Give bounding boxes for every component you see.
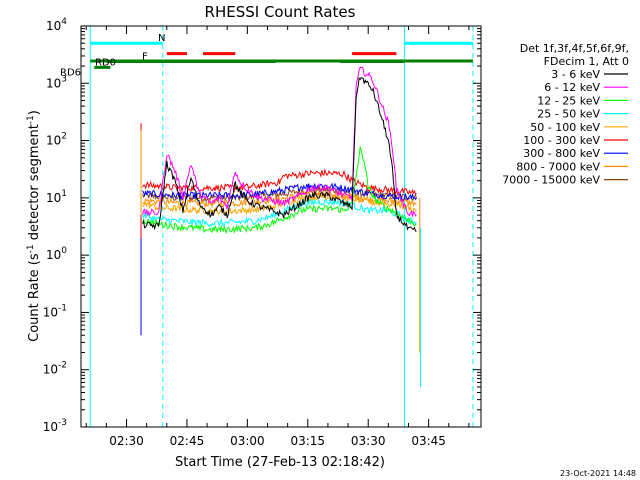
footer-date: 23-Oct-2021 14:48 [560, 469, 636, 478]
series-line-0 [142, 77, 417, 232]
y-tick-label-1: 10-2 [43, 361, 67, 377]
legend-header-line-2: FDecim 1, Att 0 [544, 55, 629, 68]
y-tick-label-6: 103 [46, 74, 67, 90]
legend-label-6: 300 - 800 keV [523, 147, 600, 160]
state-label-n: N [158, 33, 165, 44]
series-line-4 [142, 192, 417, 216]
plot-frame [80, 25, 482, 428]
legend-label-1: 6 - 12 keV [544, 81, 600, 94]
y-tick-label-7: 104 [46, 17, 67, 33]
x-axis-label: Start Time (27-Feb-13 02:18:42) [175, 455, 385, 470]
state-label-f: F [142, 52, 148, 63]
legend-label-0: 3 - 6 keV [551, 68, 600, 81]
series-line-5 [142, 168, 417, 196]
legend-label-5: 100 - 300 keV [523, 134, 600, 147]
chart-title: RHESSI Count Rates [205, 3, 356, 21]
x-tick-label-2: 03:00 [230, 434, 265, 448]
y-tick-label-2: 10-1 [43, 303, 67, 319]
series-line-6 [142, 182, 417, 201]
legend-label-8: 7000 - 15000 keV [502, 174, 600, 187]
series-line-2 [142, 146, 417, 235]
legend-label-2: 12 - 25 keV [537, 94, 600, 107]
state-label-rd0: RD0 [95, 58, 116, 69]
x-tick-label-3: 03:15 [290, 434, 325, 448]
x-axis: 02:30 02:45 03:00 03:15 03:30 03:45 [85, 26, 470, 448]
state-label-rd6: RD6 [60, 67, 81, 78]
legend-label-7: 800 - 7000 keV [516, 160, 600, 173]
plot-area: NF RD0 RD6 [60, 26, 474, 427]
y-axis: 10-3 10-2 10-1 100 101 102 103 104 [43, 17, 481, 434]
y-tick-label-3: 100 [46, 246, 67, 262]
y-tick-label-0: 10-3 [43, 418, 67, 434]
legend: Det 1f,3f,4f,5f,6f,9f, FDecim 1, Att 0 3… [502, 42, 629, 187]
y-tick-label-4: 101 [46, 189, 67, 205]
series-line-1 [142, 66, 417, 217]
legend-label-3: 25 - 50 keV [537, 108, 600, 121]
x-tick-label-5: 03:45 [411, 434, 446, 448]
y-axis-label: Count Rate (s-1 detector segment-1) [26, 110, 42, 342]
x-tick-label-1: 02:45 [170, 434, 205, 448]
y-tick-label-5: 102 [46, 132, 67, 148]
legend-header-line-1: Det 1f,3f,4f,5f,6f,9f, [520, 42, 629, 55]
series-line-8 [142, 184, 417, 203]
x-tick-label-0: 02:30 [109, 434, 144, 448]
legend-label-4: 50 - 100 keV [530, 121, 600, 134]
x-tick-label-4: 03:30 [351, 434, 386, 448]
